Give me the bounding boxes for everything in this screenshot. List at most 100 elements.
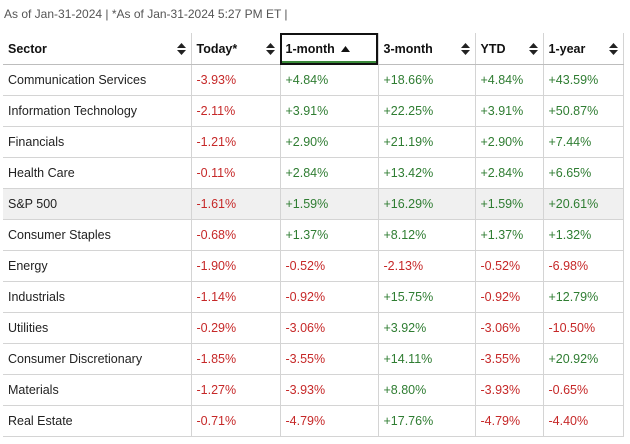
- column-header-label: Sector: [8, 41, 47, 56]
- sort-both-icon: [460, 42, 470, 55]
- 1-month-cell: +4.84%: [280, 64, 379, 96]
- 3-month-cell: +3.92%: [378, 312, 476, 344]
- ytd-cell: -0.52%: [475, 250, 544, 282]
- table-row: Consumer Staples -0.68% +1.37% +8.12% +1.37%…: [3, 219, 624, 251]
- 1-year-cell: -4.40%: [543, 405, 624, 437]
- table-row: Communication Services -3.93% +4.84% +18.66…: [3, 64, 624, 96]
- 3-month-cell: +15.75%: [378, 281, 476, 313]
- ytd-cell: -0.92%: [475, 281, 544, 313]
- column-header-today[interactable]: Today*: [191, 33, 281, 65]
- 1-year-cell: -10.50%: [543, 312, 624, 344]
- sort-both-icon: [176, 42, 186, 55]
- column-header-1-month[interactable]: 1-month: [280, 33, 379, 65]
- sector-name-cell: Materials: [3, 374, 192, 406]
- sector-name-cell: Health Care: [3, 157, 192, 189]
- sort-both-icon: [265, 42, 275, 55]
- today-cell: -3.93%: [191, 64, 281, 96]
- 1-month-cell: -3.06%: [280, 312, 379, 344]
- today-cell: -1.85%: [191, 343, 281, 375]
- sector-name-cell: Information Technology: [3, 95, 192, 127]
- ytd-cell: +2.84%: [475, 157, 544, 189]
- table-row: Consumer Discretionary -1.85% -3.55% +14.11…: [3, 343, 624, 375]
- today-cell: -1.90%: [191, 250, 281, 282]
- sector-name-cell: Consumer Discretionary: [3, 343, 192, 375]
- column-header-label: 1-year: [548, 41, 586, 56]
- today-cell: -0.71%: [191, 405, 281, 437]
- sector-name-cell: Communication Services: [3, 64, 192, 96]
- table-row: Financials -1.21% +2.90% +21.19% +2.90% +7.44…: [3, 126, 624, 158]
- 3-month-cell: +8.80%: [378, 374, 476, 406]
- sort-ascending-icon: [340, 45, 350, 52]
- 1-year-cell: +6.65%: [543, 157, 624, 189]
- 1-month-cell: -0.92%: [280, 281, 379, 313]
- 1-month-cell: -3.55%: [280, 343, 379, 375]
- sector-name-cell: Financials: [3, 126, 192, 158]
- table-row: S&P 500 -1.61% +1.59% +16.29% +1.59% +20.61%: [3, 188, 624, 220]
- column-header-1-year[interactable]: 1-year: [543, 33, 624, 65]
- column-header-3-month[interactable]: 3-month: [378, 33, 476, 65]
- sort-both-icon: [528, 42, 538, 55]
- sector-name-cell: Consumer Staples: [3, 219, 192, 251]
- sector-name-cell: Real Estate: [3, 405, 192, 437]
- 1-year-cell: -6.98%: [543, 250, 624, 282]
- 3-month-cell: +18.66%: [378, 64, 476, 96]
- table-row: Utilities -0.29% -3.06% +3.92% -3.06% -10.50%: [3, 312, 624, 344]
- 1-year-cell: +12.79%: [543, 281, 624, 313]
- today-cell: -1.14%: [191, 281, 281, 313]
- today-cell: -1.61%: [191, 188, 281, 220]
- 1-month-cell: -0.52%: [280, 250, 379, 282]
- today-cell: -0.29%: [191, 312, 281, 344]
- ytd-cell: +1.37%: [475, 219, 544, 251]
- 3-month-cell: +21.19%: [378, 126, 476, 158]
- today-cell: -0.11%: [191, 157, 281, 189]
- 1-year-cell: +50.87%: [543, 95, 624, 127]
- 3-month-cell: +14.11%: [378, 343, 476, 375]
- 1-year-cell: +20.61%: [543, 188, 624, 220]
- today-cell: -1.27%: [191, 374, 281, 406]
- 1-year-cell: +43.59%: [543, 64, 624, 96]
- sector-performance-table: Sector Today* 1-month: [3, 33, 624, 437]
- 1-month-cell: +1.37%: [280, 219, 379, 251]
- table-row: Industrials -1.14% -0.92% +15.75% -0.92% +12.…: [3, 281, 624, 313]
- sector-name-cell: Utilities: [3, 312, 192, 344]
- table-row: Materials -1.27% -3.93% +8.80% -3.93% -0.65%: [3, 374, 624, 406]
- ytd-cell: +1.59%: [475, 188, 544, 220]
- 1-month-cell: -4.79%: [280, 405, 379, 437]
- sort-both-icon: [608, 42, 618, 55]
- column-header-label: 3-month: [383, 41, 433, 56]
- sector-name-cell: S&P 500: [3, 188, 192, 220]
- table-row: Real Estate -0.71% -4.79% +17.76% -4.79% -4.4…: [3, 405, 624, 437]
- 1-year-cell: +20.92%: [543, 343, 624, 375]
- sector-name-cell: Energy: [3, 250, 192, 282]
- column-header-label: Today*: [196, 41, 238, 56]
- column-header-label: 1-month: [285, 41, 335, 56]
- ytd-cell: -3.93%: [475, 374, 544, 406]
- table-row: Health Care -0.11% +2.84% +13.42% +2.84% +6.6…: [3, 157, 624, 189]
- 1-month-cell: +2.90%: [280, 126, 379, 158]
- column-header-label: YTD: [480, 41, 506, 56]
- today-cell: -0.68%: [191, 219, 281, 251]
- ytd-cell: +2.90%: [475, 126, 544, 158]
- ytd-cell: +4.84%: [475, 64, 544, 96]
- table-row: Energy -1.90% -0.52% -2.13% -0.52% -6.98%: [3, 250, 624, 282]
- 1-year-cell: -0.65%: [543, 374, 624, 406]
- table-body: Communication Services -3.93% +4.84% +18.66…: [3, 64, 624, 437]
- ytd-cell: +3.91%: [475, 95, 544, 127]
- 3-month-cell: +22.25%: [378, 95, 476, 127]
- column-header-sector[interactable]: Sector: [3, 33, 192, 65]
- 3-month-cell: +17.76%: [378, 405, 476, 437]
- ytd-cell: -3.06%: [475, 312, 544, 344]
- column-header-ytd[interactable]: YTD: [475, 33, 544, 65]
- 3-month-cell: +13.42%: [378, 157, 476, 189]
- table-header-row: Sector Today* 1-month: [3, 33, 624, 65]
- 1-month-cell: -3.93%: [280, 374, 379, 406]
- 1-year-cell: +7.44%: [543, 126, 624, 158]
- 3-month-cell: -2.13%: [378, 250, 476, 282]
- 1-year-cell: +1.32%: [543, 219, 624, 251]
- today-cell: -1.21%: [191, 126, 281, 158]
- 3-month-cell: +16.29%: [378, 188, 476, 220]
- ytd-cell: -4.79%: [475, 405, 544, 437]
- as-of-note: As of Jan-31-2024 | *As of Jan-31-2024 5…: [4, 7, 288, 21]
- 1-month-cell: +2.84%: [280, 157, 379, 189]
- 3-month-cell: +8.12%: [378, 219, 476, 251]
